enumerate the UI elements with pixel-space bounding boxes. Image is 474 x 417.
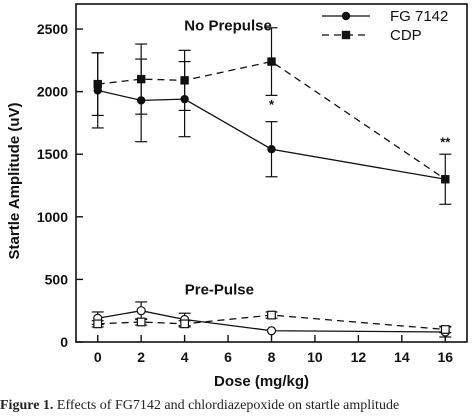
x-axis-label: Dose (mg/kg) bbox=[214, 373, 309, 390]
x-tick-label: 0 bbox=[94, 349, 102, 365]
data-point bbox=[441, 175, 450, 184]
y-tick-label: 2000 bbox=[37, 84, 68, 100]
data-point bbox=[136, 74, 146, 84]
y-tick-label: 2500 bbox=[37, 21, 68, 37]
data-point bbox=[136, 317, 146, 327]
x-tick-label: 8 bbox=[268, 349, 276, 365]
chart-svg: 0 2 4 6 8 10 12 14 16 0 500 1000 1500 2000 2500 Dose (m… bbox=[6, 3, 468, 390]
x-tick-label: 2 bbox=[137, 349, 145, 365]
x-tick-label: 4 bbox=[181, 349, 189, 365]
data-point bbox=[180, 319, 190, 329]
y-tick-label: 1000 bbox=[37, 209, 68, 225]
legend-marker bbox=[341, 30, 351, 40]
significance-mark: ** bbox=[440, 135, 451, 150]
condition-label: No Prepulse bbox=[184, 17, 272, 34]
condition-label: Pre-Pulse bbox=[185, 281, 254, 298]
legend-label: FG 7142 bbox=[390, 8, 448, 25]
x-tick-label: 14 bbox=[394, 349, 410, 365]
y-tick-label: 500 bbox=[45, 271, 69, 287]
legend-label: CDP bbox=[390, 27, 422, 44]
data-point bbox=[440, 325, 450, 334]
x-tick-label: 12 bbox=[351, 349, 367, 365]
x-tick-label: 16 bbox=[437, 349, 453, 365]
x-tick-label: 6 bbox=[224, 349, 232, 365]
significance-mark: * bbox=[269, 97, 275, 112]
x-tick-label: 10 bbox=[307, 349, 323, 365]
caption-text: Effects of FG7142 and chlordiazepoxide o… bbox=[56, 398, 400, 413]
data-point bbox=[267, 310, 276, 320]
figure-caption: Figure 1. Effects of FG7142 and chlordia… bbox=[0, 398, 474, 417]
data-point bbox=[136, 306, 146, 316]
data-point bbox=[93, 79, 102, 89]
data-point bbox=[266, 326, 277, 336]
y-tick-label: 0 bbox=[60, 334, 68, 350]
data-point bbox=[267, 57, 276, 66]
data-point bbox=[93, 319, 103, 329]
data-point bbox=[267, 145, 276, 154]
y-axis-label: Startle Amplitude (uV) bbox=[6, 103, 23, 260]
legend-marker bbox=[341, 11, 351, 21]
y-tick-label: 1500 bbox=[37, 146, 68, 162]
caption-label: Figure 1. bbox=[0, 398, 54, 413]
data-point bbox=[180, 76, 189, 85]
